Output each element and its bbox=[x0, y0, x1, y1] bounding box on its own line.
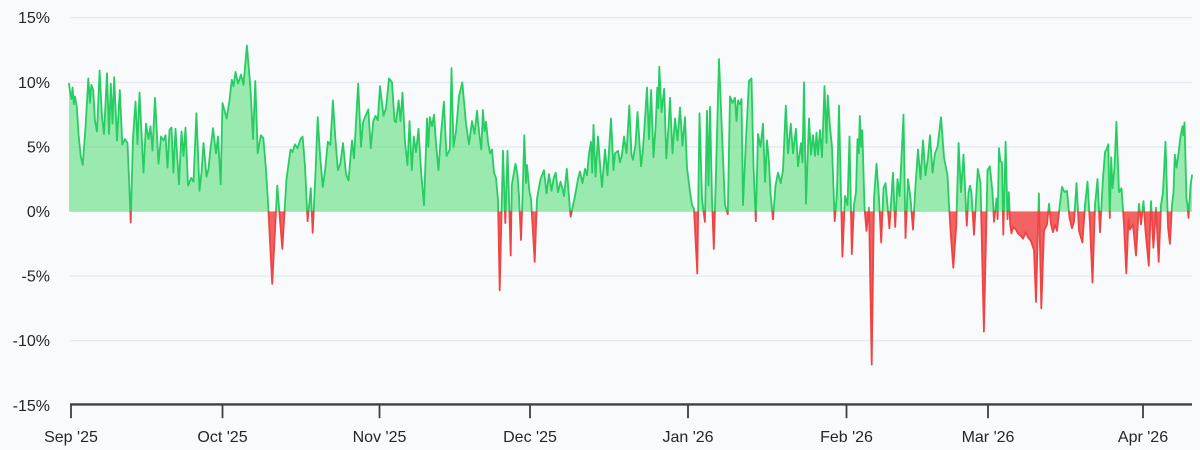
svg-text:Dec '25: Dec '25 bbox=[503, 429, 557, 446]
svg-text:Mar '26: Mar '26 bbox=[962, 429, 1015, 446]
svg-text:Jan '26: Jan '26 bbox=[662, 429, 713, 446]
svg-text:5%: 5% bbox=[27, 139, 50, 156]
svg-text:Apr '26: Apr '26 bbox=[1118, 429, 1168, 446]
svg-text:-10%: -10% bbox=[13, 333, 50, 350]
svg-text:-5%: -5% bbox=[22, 269, 50, 286]
svg-text:Feb '26: Feb '26 bbox=[820, 429, 873, 446]
svg-text:Oct '25: Oct '25 bbox=[197, 429, 247, 446]
svg-text:0%: 0% bbox=[27, 204, 50, 221]
svg-text:Sep '25: Sep '25 bbox=[44, 429, 98, 446]
svg-text:15%: 15% bbox=[18, 10, 50, 27]
svg-text:-15%: -15% bbox=[13, 398, 50, 415]
svg-text:10%: 10% bbox=[18, 75, 50, 92]
svg-text:Nov '25: Nov '25 bbox=[353, 429, 407, 446]
